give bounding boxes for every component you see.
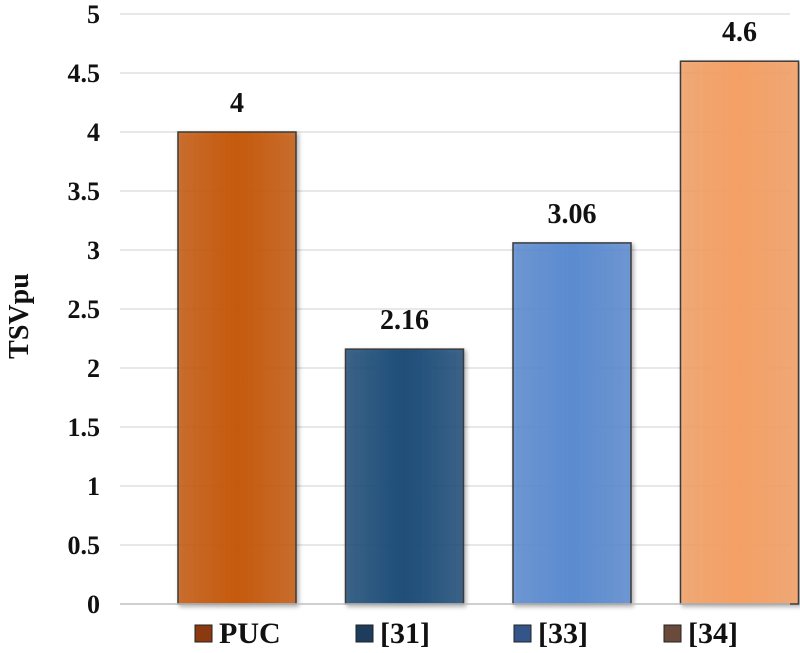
- bar-31: [344, 348, 465, 605]
- legend-swatch: [663, 624, 682, 643]
- bar-34: [679, 60, 800, 605]
- legend: PUC [31] [33] [34]: [194, 617, 738, 650]
- y-tick-label: 4.5: [68, 59, 101, 88]
- y-tick-label: 0: [87, 590, 100, 619]
- legend-label: PUC: [219, 617, 281, 650]
- y-axis-ticks: 0 0.5 1 1.5 2 2.5 3 3.5 4 4.5 5: [68, 0, 101, 619]
- bars: [177, 60, 800, 605]
- y-tick-label: 2: [87, 354, 100, 383]
- bar-33: [512, 242, 632, 605]
- y-tick-label: 2.5: [68, 295, 101, 324]
- data-label: 3.06: [548, 199, 597, 230]
- legend-label: [33]: [538, 617, 588, 650]
- y-tick-label: 1.5: [68, 413, 101, 442]
- y-tick-label: 1: [87, 472, 100, 501]
- y-tick-label: 3.5: [68, 177, 101, 206]
- data-label: 2.16: [380, 305, 429, 336]
- data-label: 4.6: [722, 17, 757, 48]
- y-tick-label: 0.5: [68, 531, 101, 560]
- bar-PUC: [177, 131, 297, 605]
- y-tick-label: 4: [87, 118, 100, 147]
- legend-label: [34]: [688, 617, 738, 650]
- y-axis-title: TSVpu: [4, 273, 35, 359]
- data-label: 4: [230, 88, 244, 119]
- data-labels: 4 2.16 3.06 4.6: [230, 17, 757, 336]
- y-tick-label: 5: [87, 0, 100, 29]
- legend-label: [31]: [380, 617, 430, 650]
- legend-swatch: [513, 624, 532, 643]
- legend-swatch: [194, 624, 213, 643]
- y-tick-label: 3: [87, 236, 100, 265]
- legend-swatch: [355, 624, 374, 643]
